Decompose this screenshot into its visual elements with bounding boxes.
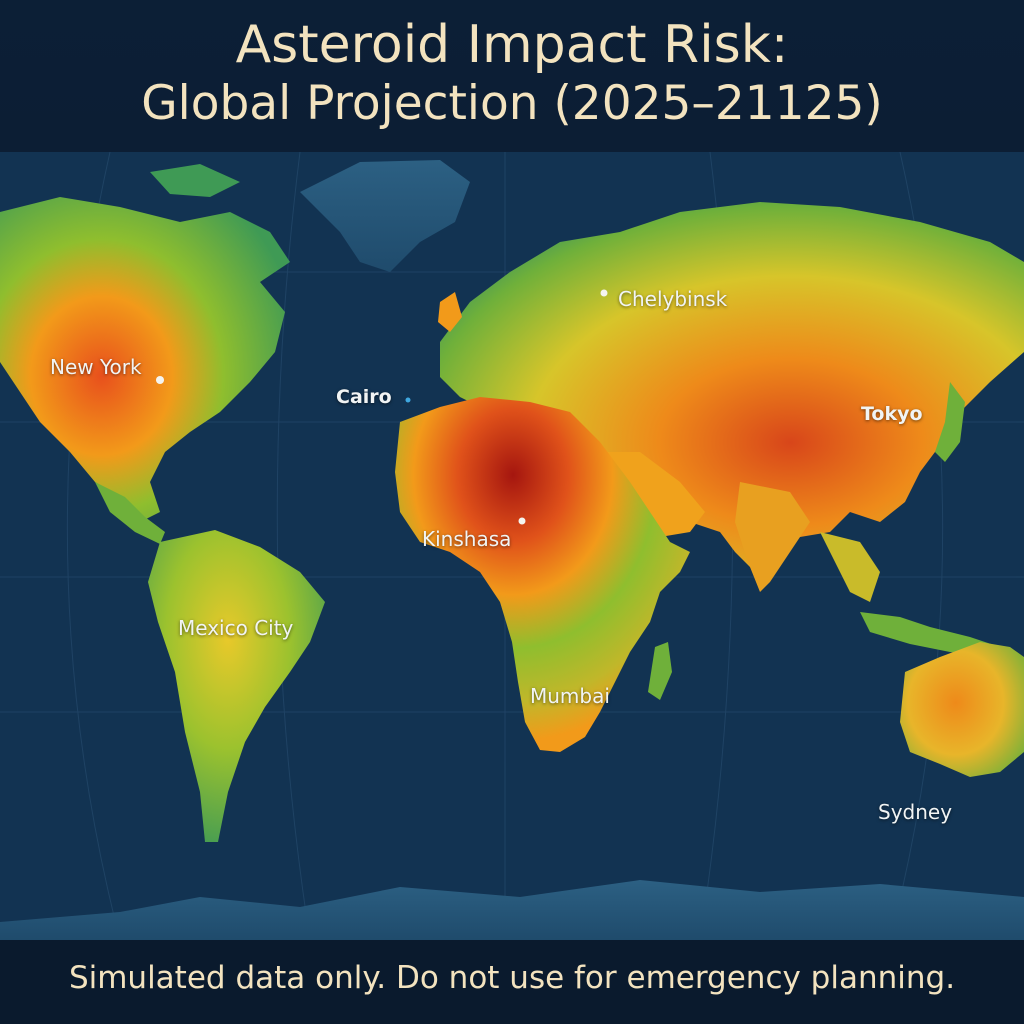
city-dot-new-york (156, 376, 164, 384)
arabia-shape (600, 452, 705, 537)
madagascar-shape (648, 642, 672, 700)
indonesia-shape (860, 612, 1000, 657)
india-shape (735, 482, 810, 592)
city-label-cairo: Cairo (336, 386, 392, 408)
arctic-islands-shape (150, 164, 240, 197)
world-map-svg (0, 152, 1024, 940)
city-label-mumbai: Mumbai (530, 684, 610, 708)
central-america-shape (95, 482, 165, 544)
world-map (0, 152, 1024, 940)
disclaimer-note: Simulated data only. Do not use for emer… (68, 960, 956, 996)
uk-shape (438, 292, 462, 332)
page-subtitle: Global Projection (2025–21125) (141, 76, 883, 131)
title-block: Asteroid Impact Risk: Global Projection … (0, 14, 1024, 132)
city-label-new-york: New York (50, 355, 142, 379)
city-label-mexico-city: Mexico City (178, 616, 294, 640)
page-title: Asteroid Impact Risk: (235, 15, 789, 75)
africa-shape (395, 397, 690, 752)
greenland-shape (300, 160, 470, 272)
eurasia-shape (440, 202, 1024, 572)
city-label-tokyo: Tokyo (861, 403, 923, 425)
southeast-asia-shape (820, 532, 880, 602)
south-america-shape (148, 530, 325, 842)
city-dot-chelybinsk (600, 289, 608, 297)
antarctica-shape (0, 880, 1024, 940)
city-label-chelybinsk: Chelybinsk (618, 287, 728, 311)
city-dot-kinshasa (518, 517, 526, 525)
japan-shape (935, 382, 965, 462)
australia-shape (900, 642, 1024, 777)
north-america-shape (0, 197, 290, 522)
city-label-sydney: Sydney (878, 800, 953, 824)
city-dot-cairo (405, 397, 411, 403)
city-label-kinshasa: Kinshasa (422, 527, 512, 551)
